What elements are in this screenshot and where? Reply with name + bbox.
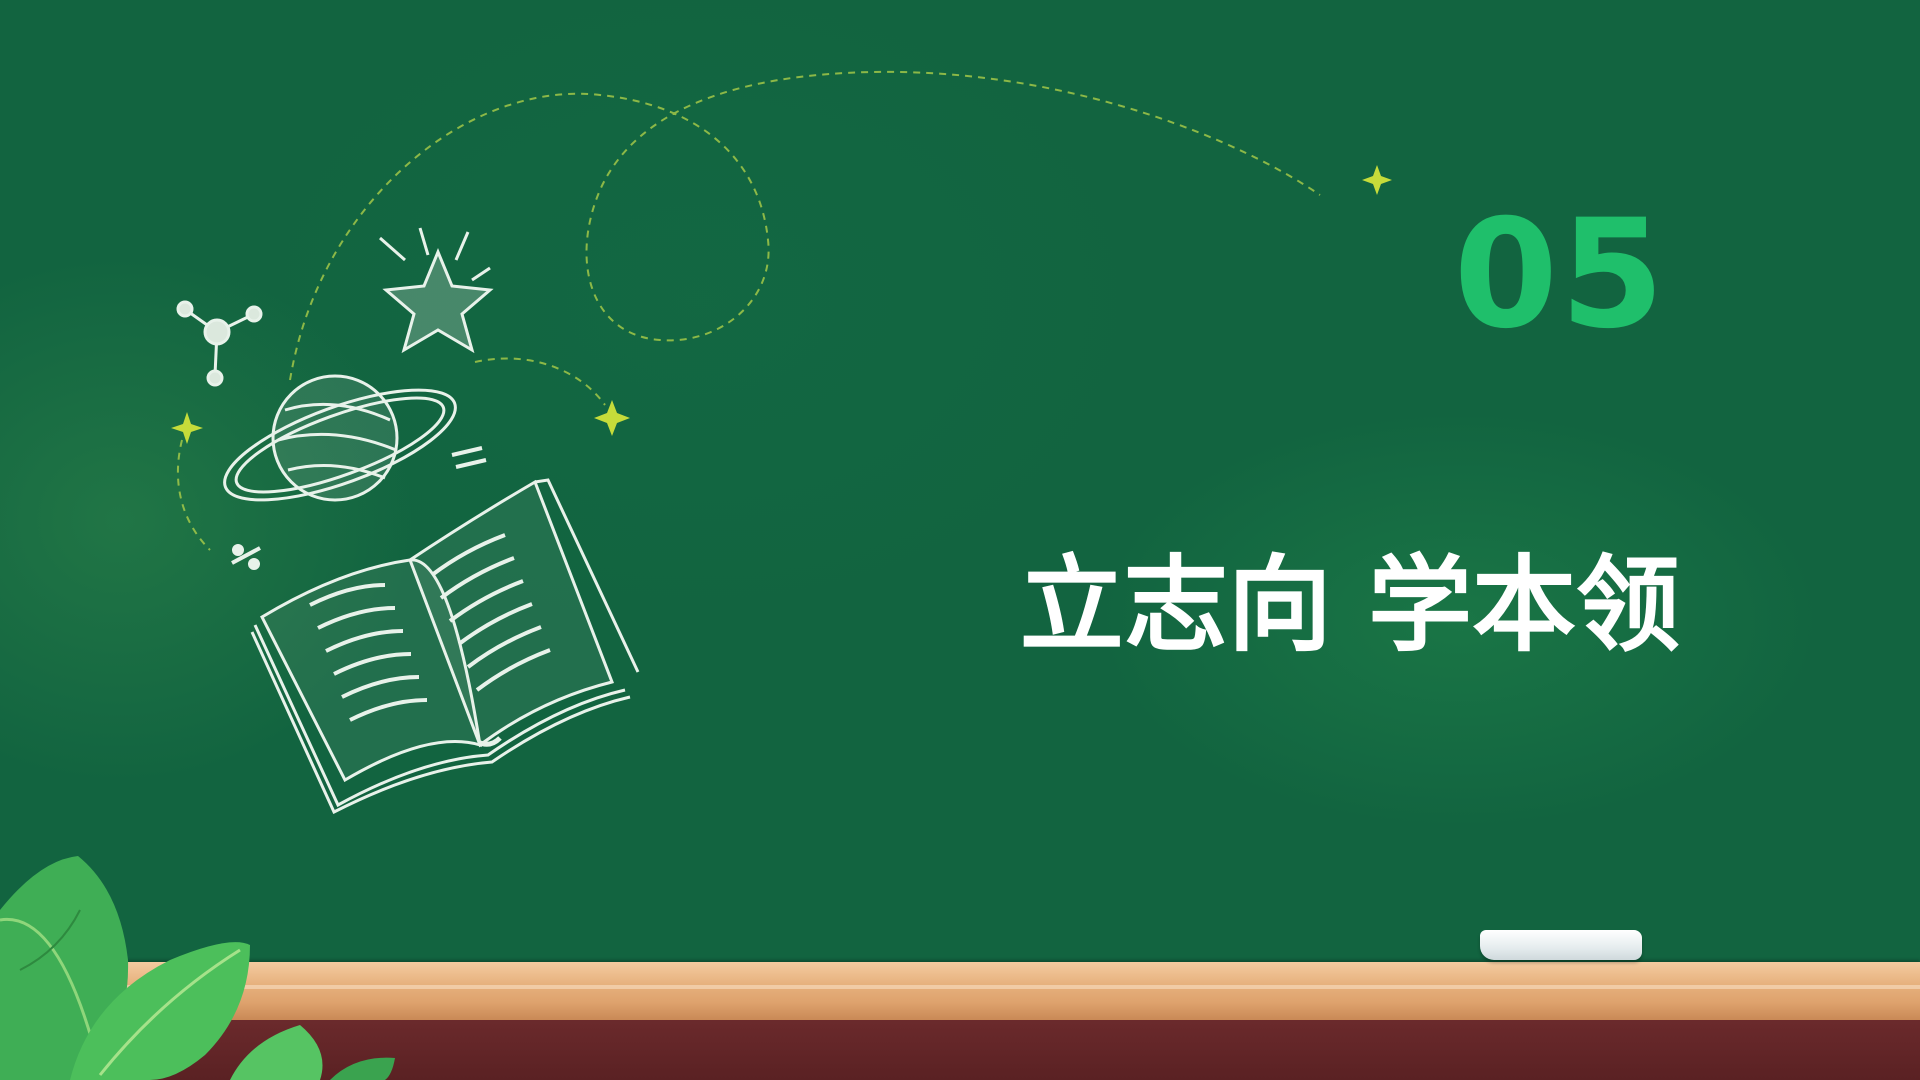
- star-icon: [379, 227, 494, 354]
- chalk-tray: [0, 962, 1920, 1020]
- dashed-arc-small: [474, 357, 606, 406]
- chalk-tray-highlight: [0, 985, 1920, 989]
- open-book-icon: [250, 478, 640, 815]
- chalkboard-background: [0, 0, 1920, 965]
- molecule-icon: [176, 300, 263, 387]
- math-symbols: [231, 446, 487, 570]
- dashed-arc-left: [176, 439, 211, 551]
- section-title: 立志向 学本领: [1019, 544, 1680, 666]
- planet-icon: [223, 374, 457, 502]
- leaf-icon: [0, 856, 395, 1080]
- chalk-icon: [1480, 930, 1642, 960]
- section-number: 05: [1453, 188, 1667, 362]
- sparkle-icon: [171, 165, 1392, 444]
